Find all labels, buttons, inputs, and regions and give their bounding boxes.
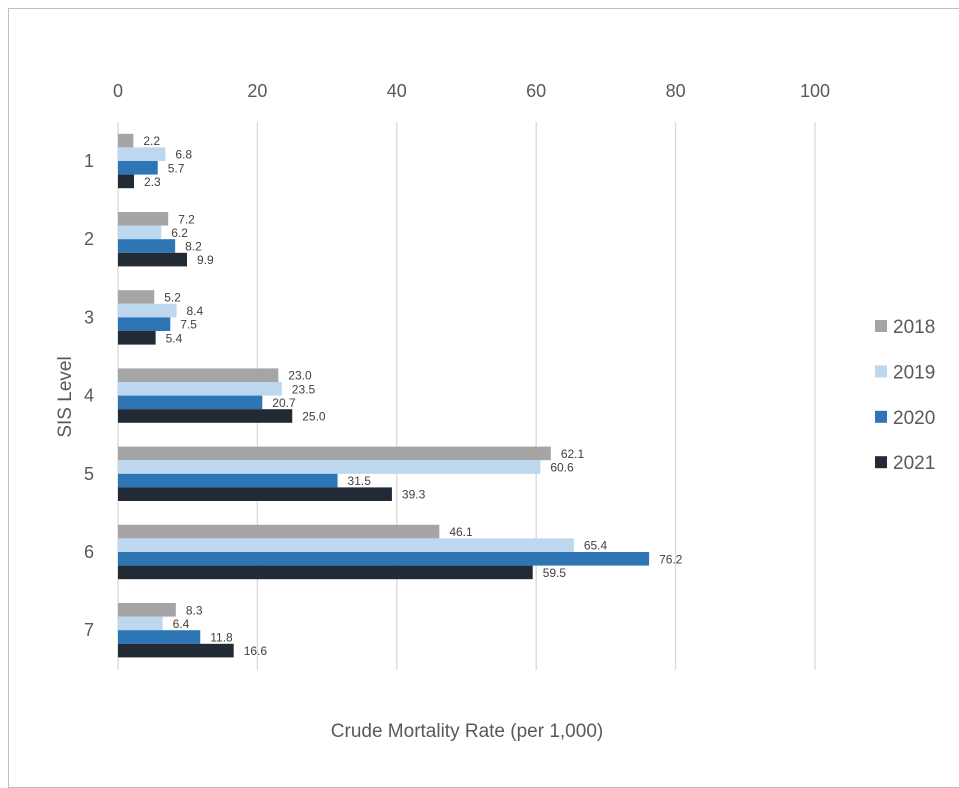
bar-2018-level-5 [118,446,551,461]
bar-2020-level-1 [118,161,158,175]
data-label: 16.6 [244,644,268,658]
bar-2019-level-2 [118,225,162,240]
bar-2018-level-2 [118,212,169,226]
bar-2020-level-6 [118,552,650,566]
x-tick-label: 60 [526,81,546,101]
x-tick-label: 100 [800,81,830,101]
bar-2019-level-6 [118,538,574,552]
data-label: 60.6 [550,461,574,475]
data-label: 8.4 [187,304,204,318]
data-label: 7.5 [180,318,197,332]
data-label: 7.2 [178,212,195,226]
data-label: 6.2 [171,226,188,240]
bar-2021-level-4 [118,409,293,423]
legend-label-2019: 2019 [893,362,935,383]
x-tick-label: 80 [666,81,686,101]
x-axis-title: Crude Mortality Rate (per 1,000) [331,721,603,742]
data-label: 5.2 [164,291,181,305]
data-label: 39.3 [402,488,426,502]
bar-2020-level-4 [118,395,263,410]
data-label: 31.5 [348,474,372,488]
bar-2019-level-5 [118,460,541,474]
x-tick-label: 40 [387,81,407,101]
bar-2021-level-7 [118,643,234,658]
bar-2018-level-1 [118,133,134,148]
data-label: 25.0 [302,410,326,424]
data-label: 2.2 [143,134,160,148]
data-label: 6.8 [175,148,192,162]
category-label: 1 [84,151,94,171]
y-axis-title: SIS Level [55,356,76,437]
category-label: 7 [84,620,94,640]
data-label: 2.3 [144,175,161,189]
x-tick-label: 0 [113,81,123,101]
legend-label-2021: 2021 [893,453,935,474]
bars [118,133,650,658]
data-label: 8.3 [186,603,203,617]
legend-swatch-2021 [875,456,887,469]
legend-label-2018: 2018 [893,317,935,338]
bar-2020-level-2 [118,239,176,253]
data-label: 46.1 [449,525,473,539]
category-label: 3 [84,307,94,327]
legend-swatch-2019 [875,365,887,378]
bar-2020-level-3 [118,317,171,331]
category-label: 2 [84,229,94,249]
data-label: 6.4 [173,617,190,631]
data-label: 20.7 [272,396,296,410]
data-labels: 2.2 6.85.7 2.3 7.26.28.29.9 5.2 8.47.55.4 23.0… [143,134,682,658]
bar-2020-level-7 [118,630,201,644]
legend-swatch-2018 [875,320,887,332]
bar-2019-level-3 [118,303,177,318]
data-label: 65.4 [584,539,608,553]
data-label: 23.0 [288,369,312,383]
bar-2021-level-5 [118,487,392,501]
data-label: 62.1 [561,447,585,461]
data-label: 8.2 [185,240,202,254]
data-label: 5.7 [168,161,185,175]
x-tick-label: 20 [247,81,267,101]
legend: 2018 2019 2020 2021 [875,317,935,474]
data-label: 76.2 [659,552,683,566]
bar-2020-level-5 [118,473,338,488]
bar-2021-level-2 [118,252,188,267]
bar-2018-level-4 [118,368,279,382]
bar-2018-level-6 [118,524,440,539]
legend-label-2020: 2020 [893,408,935,429]
bar-2021-level-1 [118,174,135,189]
data-label: 5.4 [166,331,183,345]
bar-2021-level-6 [118,565,533,580]
data-label: 23.5 [292,382,316,396]
bar-2019-level-1 [118,147,166,161]
category-label: 6 [84,542,94,562]
x-axis-ticks: 0 20 40 60 80 100 [113,81,830,101]
category-label: 4 [84,386,94,406]
bar-2019-level-4 [118,382,282,396]
bar-2021-level-3 [118,331,156,345]
category-labels: 1 2 3 4 5 6 7 [84,151,94,640]
data-label: 59.5 [543,566,567,580]
bar-2018-level-3 [118,290,155,304]
data-label: 9.9 [197,253,214,267]
category-label: 5 [84,464,94,484]
bar-2019-level-7 [118,616,163,631]
data-label: 11.8 [210,631,233,645]
bar-2018-level-7 [118,603,176,617]
legend-swatch-2020 [875,410,887,423]
